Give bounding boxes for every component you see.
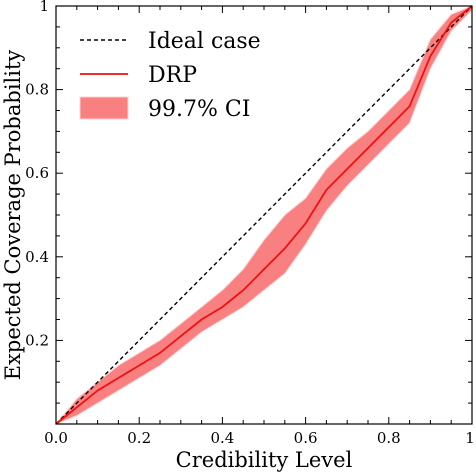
legend-ideal-label: Ideal case [148,29,261,54]
y-axis-label: Expected Coverage Probability [1,50,25,381]
legend-ci-swatch [79,96,129,120]
legend-drp-label: DRP [148,63,197,88]
x-axis-label: Credibility Level [176,448,353,472]
y-tick-label: 0.6 [25,164,49,182]
x-tick-label: 0.8 [377,429,401,447]
y-tick-label: 0.8 [25,81,49,99]
y-tick-label: 0.2 [25,331,49,349]
ideal-case-line [55,5,473,425]
legend: Ideal case DRP 99.7% CI [79,29,261,122]
x-tick-label: 0.2 [127,429,151,447]
y-tick-label: 0.4 [25,248,49,266]
legend-ci-label: 99.7% CI [148,97,250,122]
drp-line [55,5,473,425]
plot-area [55,5,473,425]
x-tick-label: 0.4 [210,429,234,447]
y-tick-label: 1 [39,0,49,15]
x-tick-label: 0.6 [294,429,318,447]
x-tick-label: 0.0 [44,429,68,447]
x-tick-label: 1 [465,429,475,447]
